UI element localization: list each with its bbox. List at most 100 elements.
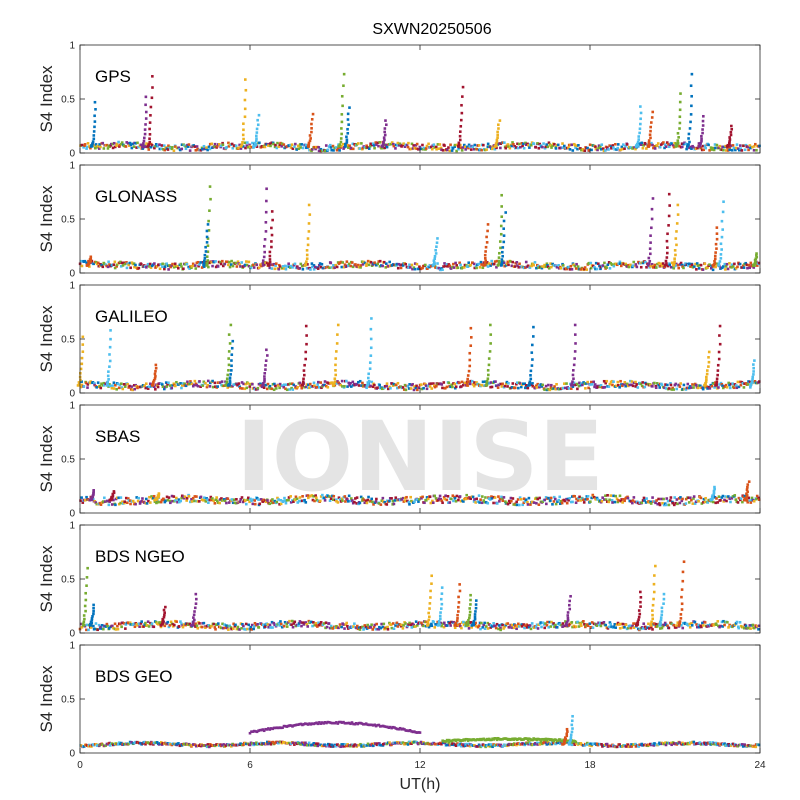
data-point — [364, 146, 368, 150]
spike-point — [675, 143, 678, 147]
spike-point — [639, 605, 642, 608]
spike-point — [267, 262, 271, 266]
data-point — [524, 266, 527, 269]
data-point — [198, 263, 201, 266]
data-point — [640, 261, 643, 265]
spike-point — [566, 611, 570, 614]
spike-point — [474, 610, 477, 613]
data-point — [476, 500, 480, 503]
data-point — [287, 262, 290, 266]
data-point — [488, 145, 492, 149]
data-point — [629, 379, 632, 383]
data-point — [631, 499, 635, 502]
spike-point — [636, 144, 640, 147]
data-point — [230, 627, 233, 631]
spike-point — [438, 623, 441, 626]
data-point — [193, 264, 197, 267]
data-point — [531, 384, 535, 388]
data-point — [273, 267, 277, 271]
data-point — [145, 741, 148, 744]
spike-point — [686, 143, 690, 146]
data-point — [689, 145, 692, 149]
data-point — [192, 383, 196, 387]
data-point — [161, 383, 164, 386]
spike-point — [488, 350, 492, 353]
data-point — [180, 386, 183, 390]
data-point — [308, 494, 312, 498]
data-point — [422, 386, 425, 390]
data-point — [711, 500, 715, 504]
data-point — [201, 147, 204, 151]
data-point — [137, 385, 140, 389]
data-point — [650, 141, 653, 145]
data-point — [591, 264, 595, 268]
data-point — [163, 148, 167, 152]
data-point — [746, 145, 750, 149]
data-point — [522, 497, 526, 501]
data-point — [399, 624, 403, 628]
data-point — [314, 147, 317, 151]
data-point — [199, 744, 203, 748]
data-point — [755, 264, 759, 267]
data-point — [421, 143, 424, 147]
data-point — [538, 385, 541, 389]
data-point — [414, 625, 417, 628]
spike-point — [651, 603, 655, 607]
data-point — [469, 379, 473, 383]
data-point — [524, 383, 528, 387]
data-point — [191, 384, 195, 388]
data-point — [209, 498, 213, 502]
data-point — [444, 264, 447, 268]
data-point — [313, 623, 317, 627]
data-point — [632, 626, 636, 629]
spike-point — [752, 370, 755, 373]
data-point — [360, 744, 364, 747]
spike-point — [469, 593, 472, 597]
data-point — [351, 743, 354, 747]
data-point — [598, 621, 602, 625]
data-point — [481, 266, 485, 270]
data-point — [324, 144, 328, 147]
data-point — [312, 381, 316, 385]
data-point — [672, 623, 676, 627]
data-point — [244, 742, 248, 746]
data-point — [141, 497, 144, 500]
spike-point — [383, 130, 386, 134]
data-point — [473, 266, 477, 270]
data-point — [306, 496, 310, 500]
data-point — [263, 145, 267, 149]
data-point — [598, 264, 601, 268]
spike-point — [382, 136, 386, 139]
data-point — [122, 383, 126, 386]
spike-point — [227, 333, 231, 336]
data-point — [675, 624, 678, 627]
data-point — [497, 383, 501, 387]
data-point — [88, 265, 91, 268]
data-point — [737, 626, 741, 630]
data-point — [515, 382, 518, 386]
data-point — [124, 623, 128, 626]
data-point — [108, 263, 111, 266]
spike-point — [648, 133, 652, 137]
data-point — [489, 745, 492, 748]
spike-point — [678, 127, 681, 130]
data-point — [190, 266, 193, 270]
spike-point — [307, 222, 311, 225]
data-point — [360, 384, 363, 387]
data-point — [263, 625, 267, 628]
spike-point — [436, 624, 440, 627]
data-point — [618, 385, 621, 389]
data-point — [116, 627, 120, 631]
data-point — [430, 742, 434, 746]
data-point — [634, 380, 637, 384]
data-point — [583, 382, 587, 385]
data-point — [733, 383, 737, 386]
data-point — [271, 626, 274, 629]
spike-point — [204, 245, 207, 249]
data-point — [112, 387, 116, 390]
data-point — [294, 142, 297, 146]
data-point — [106, 624, 109, 628]
data-point — [90, 745, 93, 748]
data-point — [508, 742, 511, 746]
data-point — [604, 149, 607, 152]
